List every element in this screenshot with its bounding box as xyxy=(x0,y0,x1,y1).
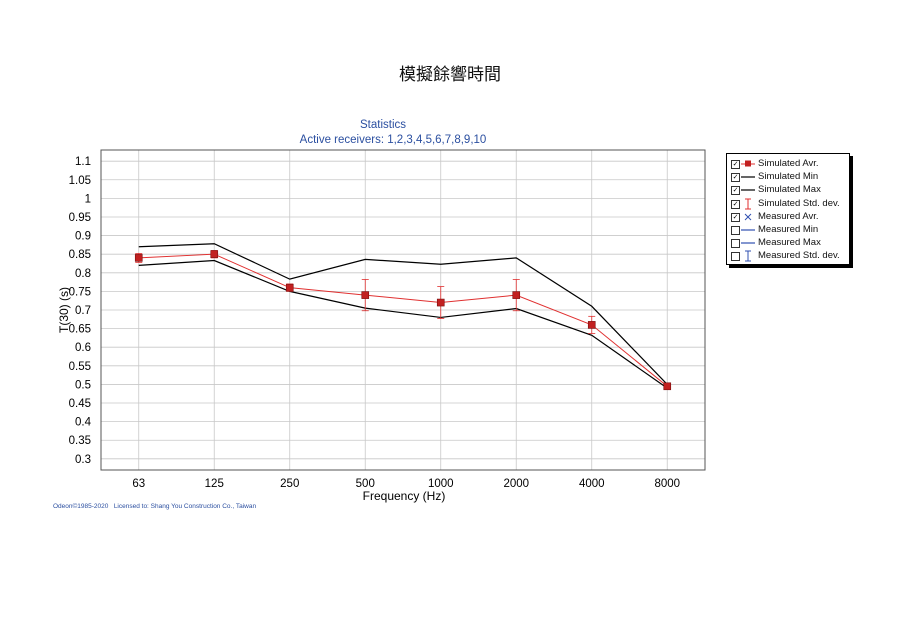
data-point-simulated-avr xyxy=(512,291,521,299)
y-tick-label: 1 xyxy=(85,193,91,205)
y-tick-label: 0.9 xyxy=(75,231,91,243)
chart-title: Statistics xyxy=(360,119,406,131)
y-tick-label: 0.7 xyxy=(75,305,91,317)
y-tick-label: 0.75 xyxy=(69,286,91,298)
legend-item-label: Measured Min xyxy=(758,224,819,235)
legend-item-label: Measured Avr. xyxy=(758,210,819,222)
y-tick-label: 0.6 xyxy=(75,342,91,354)
red-square-line-icon xyxy=(741,160,755,167)
x-tick-label: 250 xyxy=(280,478,299,490)
checkbox-unchecked-icon[interactable] xyxy=(731,226,740,235)
checkbox-checked-icon[interactable]: ✓ xyxy=(731,160,740,169)
data-point-simulated-avr xyxy=(361,291,370,299)
legend-item-label: Measured Std. dev. xyxy=(758,250,840,262)
series-line-simulated-max xyxy=(138,243,668,385)
x-axis-label: Frequency (Hz) xyxy=(363,489,446,503)
x-tick-label: 63 xyxy=(132,478,145,490)
checkbox-checked-icon[interactable]: ✓ xyxy=(731,212,740,222)
y-tick-label: 0.3 xyxy=(75,454,91,466)
checkbox-checked-icon[interactable]: ✓ xyxy=(731,173,740,183)
data-point-simulated-avr xyxy=(436,298,445,307)
x-tick-label: 2000 xyxy=(503,478,529,490)
legend-item-label: Simulated Min xyxy=(758,171,819,183)
y-tick-label: 1.05 xyxy=(69,175,91,187)
checkbox-unchecked-icon[interactable] xyxy=(731,252,740,262)
blue-line-icon xyxy=(741,229,755,231)
y-tick-label: 0.55 xyxy=(69,361,91,373)
y-tick-label: 1.1 xyxy=(75,156,91,168)
footer-license: Licensed to: Shang You Construction Co.,… xyxy=(113,503,257,510)
page-title: 模擬餘響時間 xyxy=(399,65,501,85)
black-line-icon xyxy=(741,189,755,191)
data-point-simulated-avr xyxy=(210,250,219,258)
footer: Odeon©1985-2020 Licensed to: Shang You C… xyxy=(53,503,256,510)
y-tick-label: 0.5 xyxy=(75,379,91,391)
x-tick-label: 500 xyxy=(356,478,375,490)
data-point-simulated-avr xyxy=(285,283,294,292)
checkbox-checked-icon[interactable]: ✓ xyxy=(731,186,740,196)
legend-item-label: Simulated Std. dev. xyxy=(758,197,840,209)
y-tick-label: 0.8 xyxy=(75,268,91,280)
plot-area xyxy=(100,149,706,471)
checkbox-checked-icon[interactable]: ✓ xyxy=(731,199,740,209)
y-tick-label: 0.95 xyxy=(69,212,91,224)
y-tick-label: 0.4 xyxy=(75,417,92,429)
series-line-simulated-min xyxy=(138,259,668,389)
y-tick-label: 0.85 xyxy=(69,249,91,261)
x-tick-label: 4000 xyxy=(579,478,605,490)
footer-copyright: Odeon©1985-2020 xyxy=(53,503,109,510)
black-line-icon xyxy=(741,176,755,178)
x-tick-label: 1000 xyxy=(428,478,454,490)
red-errorbar-icon xyxy=(745,198,751,210)
legend-item-label: Measured Max xyxy=(758,237,821,249)
y-tick-label: 0.65 xyxy=(69,324,91,336)
data-point-simulated-avr xyxy=(663,382,672,391)
data-point-simulated-avr xyxy=(587,321,596,329)
legend-item-label: Simulated Avr. xyxy=(758,158,819,169)
y-tick-label: 0.45 xyxy=(69,398,91,410)
checkbox-unchecked-icon[interactable] xyxy=(731,239,740,249)
blue-line-icon xyxy=(741,242,755,244)
blue-errorbar-icon xyxy=(745,250,751,262)
x-tick-label: 8000 xyxy=(654,478,680,490)
legend: ✓ Simulated Avr. ✓ Simulated Min ✓ Simulated … xyxy=(726,153,850,265)
series-line-simulated-avr xyxy=(138,253,668,387)
data-point-simulated-avr xyxy=(134,254,143,262)
legend-item-label: Simulated Max xyxy=(758,184,821,196)
chart-subtitle: Active receivers: 1,2,3,4,5,6,7,8,9,10 xyxy=(300,134,487,146)
y-tick-label: 0.35 xyxy=(69,435,91,447)
y-axis-label: T(30) (s) xyxy=(57,287,71,333)
blue-cross-icon xyxy=(744,213,752,221)
x-tick-label: 125 xyxy=(205,478,224,490)
